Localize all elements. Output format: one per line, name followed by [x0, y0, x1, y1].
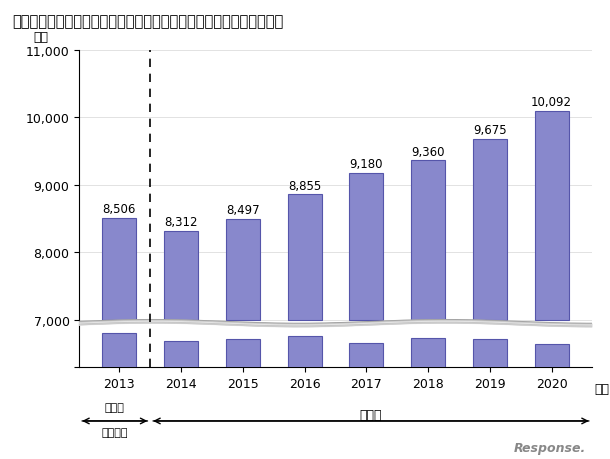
Bar	[473, 140, 507, 320]
Bar	[226, 219, 260, 320]
Bar	[473, 340, 507, 367]
Text: 億円: 億円	[33, 31, 48, 44]
Text: 8,497: 8,497	[226, 203, 260, 217]
Bar	[288, 336, 321, 367]
Bar	[350, 173, 383, 320]
Bar	[350, 343, 383, 367]
Bar	[411, 161, 445, 320]
Bar	[164, 341, 198, 367]
Text: 10,092: 10,092	[531, 96, 572, 109]
Text: 8,506: 8,506	[102, 203, 136, 216]
Bar	[534, 112, 569, 320]
Text: Response.: Response.	[514, 442, 586, 454]
Text: 9,675: 9,675	[473, 124, 507, 137]
Bar	[411, 338, 445, 367]
Text: （推計）: （推計）	[101, 427, 128, 437]
Bar	[534, 344, 569, 367]
Text: 9,180: 9,180	[350, 157, 383, 170]
Text: 8,855: 8,855	[288, 179, 321, 192]
Text: 8,312: 8,312	[165, 216, 198, 229]
Text: 予測値: 予測値	[360, 409, 382, 421]
Bar	[102, 334, 137, 367]
Bar	[226, 340, 260, 367]
Bar	[102, 218, 137, 320]
Bar	[288, 195, 321, 320]
Bar	[164, 232, 198, 320]
Text: 国内におけるポイント・マイレージの年間最少発行額の推計と予測値: 国内におけるポイント・マイレージの年間最少発行額の推計と予測値	[12, 14, 284, 29]
Text: 実績値: 実績値	[105, 402, 124, 412]
Text: 年度: 年度	[595, 382, 610, 395]
Text: 9,360: 9,360	[411, 146, 445, 158]
